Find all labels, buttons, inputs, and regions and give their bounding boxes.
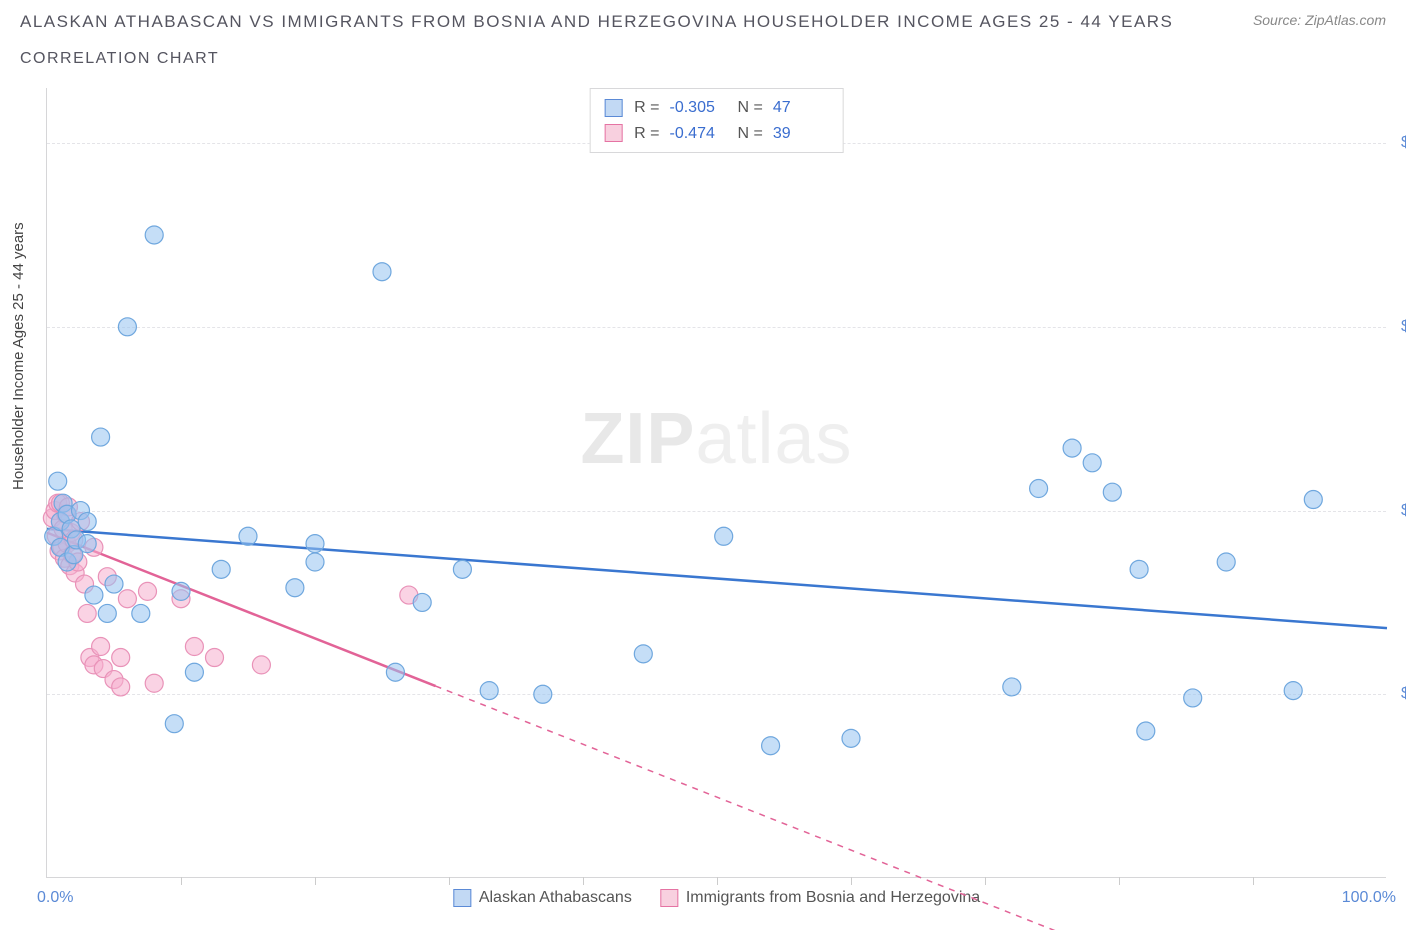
data-point-pink	[206, 649, 224, 667]
data-point-pink	[92, 638, 110, 656]
correlation-legend: R = -0.305 N = 47 R = -0.474 N = 39	[589, 88, 844, 153]
data-point-blue	[1063, 439, 1081, 457]
x-axis-min-label: 0.0%	[37, 889, 73, 907]
data-point-blue	[78, 513, 96, 531]
data-point-blue	[118, 318, 136, 336]
data-point-blue	[49, 472, 67, 490]
swatch-pink-icon	[660, 889, 678, 907]
legend-item-pink: Immigrants from Bosnia and Herzegovina	[660, 889, 980, 907]
chart-title: ALASKAN ATHABASCAN VS IMMIGRANTS FROM BO…	[20, 12, 1173, 32]
x-tick	[583, 877, 584, 885]
data-point-blue	[105, 575, 123, 593]
data-point-blue	[78, 535, 96, 553]
data-point-blue	[715, 527, 733, 545]
data-point-pink	[112, 678, 130, 696]
data-point-pink	[252, 656, 270, 674]
legend-item-blue: Alaskan Athabascans	[453, 889, 632, 907]
r-value-pink: -0.474	[670, 121, 726, 147]
series-legend: Alaskan Athabascans Immigrants from Bosn…	[453, 889, 980, 907]
data-point-blue	[1217, 553, 1235, 571]
data-point-blue	[1003, 678, 1021, 696]
x-tick	[1119, 877, 1120, 885]
data-point-blue	[762, 737, 780, 755]
y-axis-label: Householder Income Ages 25 - 44 years	[10, 222, 27, 490]
data-point-blue	[172, 582, 190, 600]
data-point-blue	[239, 527, 257, 545]
data-point-blue	[85, 586, 103, 604]
data-point-pink	[118, 590, 136, 608]
data-point-pink	[185, 638, 203, 656]
y-tick-label: $50,000	[1391, 685, 1406, 703]
data-point-blue	[1083, 454, 1101, 472]
x-tick	[985, 877, 986, 885]
data-point-blue	[842, 729, 860, 747]
data-point-blue	[1184, 689, 1202, 707]
data-point-blue	[1304, 491, 1322, 509]
x-tick	[717, 877, 718, 885]
data-point-blue	[453, 560, 471, 578]
legend-label: Alaskan Athabascans	[479, 889, 632, 907]
x-tick	[1253, 877, 1254, 885]
x-tick	[449, 877, 450, 885]
x-axis-max-label: 100.0%	[1342, 889, 1396, 907]
legend-row-pink: R = -0.474 N = 39	[604, 121, 829, 147]
r-value-blue: -0.305	[670, 95, 726, 121]
data-point-blue	[386, 663, 404, 681]
data-point-blue	[373, 263, 391, 281]
data-point-blue	[1030, 480, 1048, 498]
data-point-blue	[306, 535, 324, 553]
y-tick-label: $100,000	[1391, 502, 1406, 520]
data-point-pink	[78, 604, 96, 622]
source-label: Source: ZipAtlas.com	[1253, 12, 1386, 28]
n-label: N =	[738, 95, 763, 121]
data-point-blue	[212, 560, 230, 578]
data-point-pink	[145, 674, 163, 692]
data-point-blue	[92, 428, 110, 446]
data-point-blue	[165, 715, 183, 733]
r-label: R =	[634, 95, 659, 121]
data-point-blue	[634, 645, 652, 663]
data-point-blue	[1103, 483, 1121, 501]
data-point-blue	[306, 553, 324, 571]
scatter-plot	[47, 88, 1386, 877]
chart-subtitle: CORRELATION CHART	[20, 50, 219, 68]
data-point-blue	[185, 663, 203, 681]
chart-area: ZIPatlas R = -0.305 N = 47 R = -0.474 N …	[46, 88, 1386, 878]
x-tick	[315, 877, 316, 885]
data-point-blue	[1130, 560, 1148, 578]
x-tick	[851, 877, 852, 885]
data-point-blue	[480, 682, 498, 700]
legend-row-blue: R = -0.305 N = 47	[604, 95, 829, 121]
x-tick	[181, 877, 182, 885]
data-point-blue	[145, 226, 163, 244]
data-point-blue	[1284, 682, 1302, 700]
swatch-pink-icon	[604, 124, 622, 142]
n-label: N =	[738, 121, 763, 147]
n-value-pink: 39	[773, 121, 829, 147]
data-point-blue	[286, 579, 304, 597]
data-point-blue	[98, 604, 116, 622]
y-tick-label: $200,000	[1391, 134, 1406, 152]
data-point-pink	[112, 649, 130, 667]
n-value-blue: 47	[773, 95, 829, 121]
swatch-blue-icon	[453, 889, 471, 907]
data-point-blue	[1137, 722, 1155, 740]
r-label: R =	[634, 121, 659, 147]
data-point-pink	[139, 582, 157, 600]
data-point-blue	[534, 685, 552, 703]
swatch-blue-icon	[604, 99, 622, 117]
data-point-blue	[413, 593, 431, 611]
y-tick-label: $150,000	[1391, 318, 1406, 336]
legend-label: Immigrants from Bosnia and Herzegovina	[686, 889, 980, 907]
data-point-blue	[132, 604, 150, 622]
